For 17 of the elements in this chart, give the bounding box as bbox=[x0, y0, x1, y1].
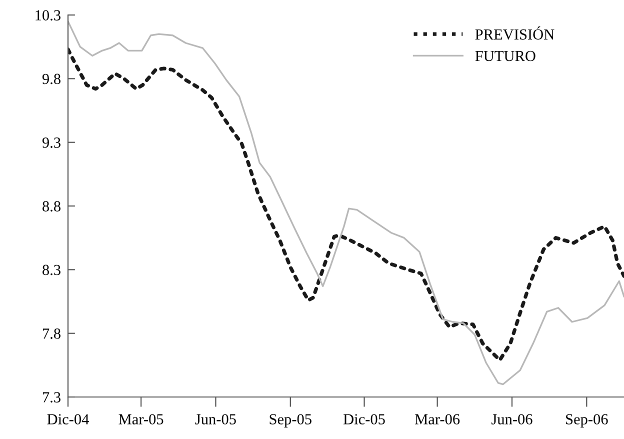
y-tick-label: 7.3 bbox=[42, 392, 60, 403]
y-tick-label: 8.8 bbox=[42, 201, 60, 212]
legend-label: FUTURO bbox=[475, 50, 536, 62]
x-tick-label: Mar-06 bbox=[414, 414, 460, 424]
x-tick-label: Sep-06 bbox=[566, 414, 608, 428]
x-tick-label: Dic-05 bbox=[343, 414, 385, 424]
y-tick-label: 9.8 bbox=[42, 74, 60, 84]
x-tick-label: Dic-04 bbox=[47, 414, 89, 424]
x-tick-label: Jun-06 bbox=[492, 414, 532, 424]
x-tick-label: Mar-05 bbox=[118, 414, 164, 424]
x-tick-label: Jun-05 bbox=[195, 414, 236, 424]
y-tick-label: 9.3 bbox=[42, 138, 60, 148]
x-tick-label: Sep-05 bbox=[270, 414, 312, 428]
legend-label: PREVISIÓN bbox=[475, 26, 554, 40]
y-tick-label: 7.8 bbox=[42, 328, 60, 339]
y-tick-label: 8.3 bbox=[42, 264, 60, 276]
y-tick-label: 10.3 bbox=[36, 10, 60, 21]
